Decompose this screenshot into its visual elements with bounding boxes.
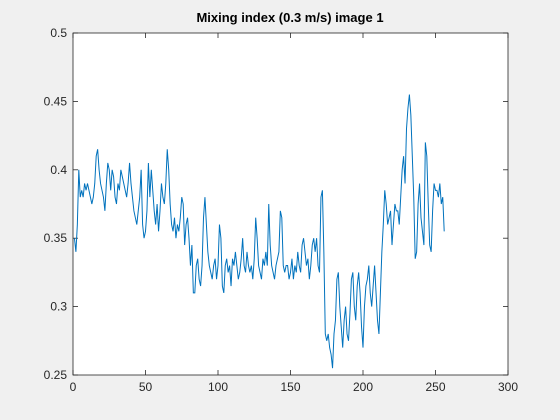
x-tick-label: 50 xyxy=(139,380,153,394)
x-tick-label: 100 xyxy=(208,380,228,394)
y-tick-label: 0.4 xyxy=(50,163,67,177)
y-tick-label: 0.45 xyxy=(44,94,68,108)
x-tick-label: 0 xyxy=(70,380,77,394)
y-tick-label: 0.3 xyxy=(50,300,67,314)
x-tick-label: 200 xyxy=(353,380,373,394)
y-tick-label: 0.35 xyxy=(44,231,68,245)
data-line xyxy=(73,94,445,369)
plot-area xyxy=(72,32,509,376)
x-tick-label: 250 xyxy=(425,380,445,394)
chart-title: Mixing index (0.3 m/s) image 1 xyxy=(196,10,383,25)
x-tick-label: 300 xyxy=(498,380,518,394)
x-tick-label: 150 xyxy=(280,380,300,394)
y-tick-label: 0.5 xyxy=(50,26,67,40)
y-tick-label: 0.25 xyxy=(44,368,68,382)
